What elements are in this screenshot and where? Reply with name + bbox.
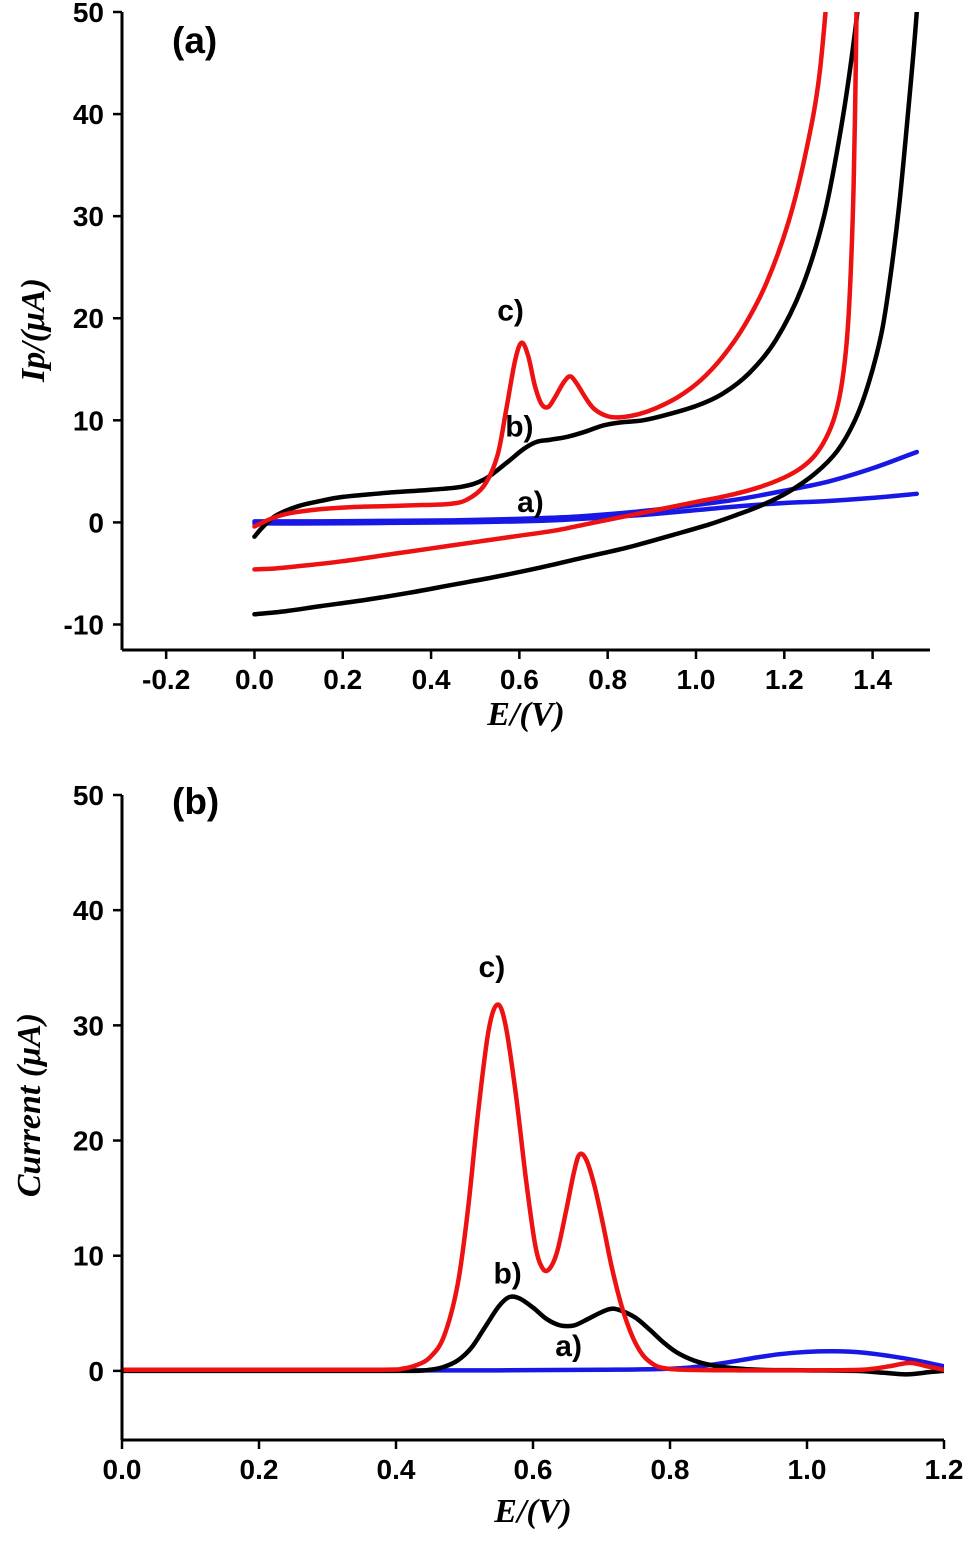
y-tick-label: 20	[73, 1126, 104, 1157]
series-c-red-forward	[252, 12, 828, 529]
x-tick-label: 0.6	[500, 664, 539, 695]
curve-label-a: a)	[555, 1330, 582, 1363]
x-tick-label: 1.0	[677, 664, 716, 695]
chart-panel-a: -0.2 0.0 0.2 0.4 0.6 0.8 1.0 1.2 1.4 -10 0 10 20 30 40…	[0, 0, 975, 755]
x-tick-label: 1.2	[765, 664, 804, 695]
x-tick-label: 0.8	[588, 664, 627, 695]
y-tick-label: 30	[73, 201, 104, 232]
tick-marks	[113, 793, 946, 1449]
axes	[120, 12, 930, 652]
panel-a-x-axis-title: E/(V)	[487, 696, 565, 733]
y-tick-label: 10	[73, 405, 104, 436]
curve-label-c: c)	[479, 951, 506, 984]
y-tick-label: 50	[73, 0, 104, 28]
series-c-red	[122, 1002, 944, 1373]
panel-b-plot-canvas: 0.0 0.2 0.4 0.6 0.8 1.0 1.2 0 10 20 30 40 50 c) b) a)	[73, 780, 964, 1485]
tick-labels: 0.0 0.2 0.4 0.6 0.8 1.0 1.2 0 10 20 30 40 50	[73, 780, 964, 1485]
y-tick-label: 20	[73, 303, 104, 334]
curve-label-b: b)	[505, 411, 533, 444]
x-tick-label: 0.0	[103, 1454, 142, 1485]
y-tick-label: -10	[64, 609, 104, 640]
x-tick-label: 1.2	[925, 1454, 964, 1485]
panel-b-tag: (b)	[172, 781, 220, 822]
panel-a-tag: (a)	[172, 20, 218, 61]
curve-label-b: b)	[493, 1257, 521, 1290]
x-tick-label: -0.2	[142, 664, 190, 695]
series-b-black-reverse	[252, 12, 920, 617]
x-tick-label: 0.2	[323, 664, 362, 695]
y-tick-label: 0	[88, 1356, 104, 1387]
panel-b-x-axis-title: E/(V)	[494, 1493, 572, 1530]
y-tick-label: 10	[73, 1241, 104, 1272]
curve-label-c: c)	[497, 294, 524, 327]
series-a-blue-forward	[252, 449, 919, 524]
series-c-red-reverse	[252, 12, 859, 572]
x-tick-label: 0.0	[235, 664, 274, 695]
axes	[120, 795, 944, 1442]
panel-b-y-axis-title: Current (μA)	[11, 1012, 48, 1198]
x-tick-label: 0.4	[377, 1454, 416, 1485]
x-tick-label: 0.4	[412, 664, 451, 695]
panel-a-y-axis-title: Ip/(μA)	[15, 278, 52, 382]
curve-label-a: a)	[517, 486, 544, 519]
chart-panel-b: 0.0 0.2 0.4 0.6 0.8 1.0 1.2 0 10 20 30 40 50 c) b) a) (…	[0, 755, 975, 1541]
x-tick-label: 0.2	[240, 1454, 279, 1485]
tick-labels: -0.2 0.0 0.2 0.4 0.6 0.8 1.0 1.2 1.4 -10 0 10 20 30 40…	[64, 0, 893, 695]
series-b-black-forward	[252, 12, 860, 539]
x-tick-label: 1.0	[788, 1454, 827, 1485]
y-tick-label: 30	[73, 1010, 104, 1041]
y-tick-label: 0	[88, 507, 104, 538]
x-tick-label: 0.6	[514, 1454, 553, 1485]
series-group	[252, 12, 920, 617]
series-b-black	[122, 1294, 944, 1377]
tick-marks	[113, 10, 874, 659]
y-tick-label: 40	[73, 895, 104, 926]
x-tick-label: 0.8	[651, 1454, 690, 1485]
x-tick-label: 1.4	[853, 664, 892, 695]
y-tick-label: 50	[73, 780, 104, 811]
panel-a-plot-canvas: -0.2 0.0 0.2 0.4 0.6 0.8 1.0 1.2 1.4 -10 0 10 20 30 40…	[64, 0, 930, 695]
y-tick-label: 40	[73, 99, 104, 130]
series-group	[122, 1002, 944, 1377]
